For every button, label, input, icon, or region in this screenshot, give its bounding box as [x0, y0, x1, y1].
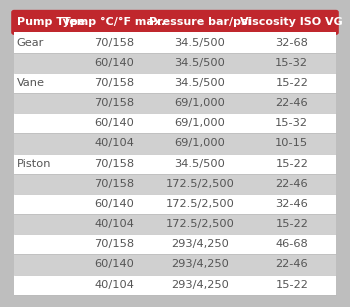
Bar	[14, 194, 336, 214]
Bar	[14, 255, 336, 274]
Text: 32-46: 32-46	[275, 199, 308, 209]
Text: 172.5/2,500: 172.5/2,500	[166, 199, 234, 209]
Text: 15-22: 15-22	[275, 219, 308, 229]
Bar	[14, 133, 336, 154]
Text: 70/158: 70/158	[94, 239, 135, 249]
Bar	[14, 93, 336, 113]
Bar	[14, 174, 336, 194]
Text: 70/158: 70/158	[94, 179, 135, 189]
Text: 70/158: 70/158	[94, 98, 135, 108]
Text: Pump Type: Pump Type	[17, 17, 85, 27]
Text: 60/140: 60/140	[95, 58, 134, 68]
Bar	[14, 52, 336, 73]
Bar	[14, 73, 336, 93]
Text: Gear: Gear	[17, 37, 44, 48]
Bar	[14, 274, 336, 295]
Text: 40/104: 40/104	[95, 138, 134, 148]
Text: 40/104: 40/104	[95, 219, 134, 229]
FancyBboxPatch shape	[11, 10, 339, 35]
Text: Viscosity ISO VG: Viscosity ISO VG	[240, 17, 343, 27]
Text: 69/1,000: 69/1,000	[175, 138, 225, 148]
Text: 34.5/500: 34.5/500	[175, 78, 225, 88]
Text: 34.5/500: 34.5/500	[175, 159, 225, 169]
Bar	[14, 33, 336, 52]
Text: 15-22: 15-22	[275, 159, 308, 169]
Text: 69/1,000: 69/1,000	[175, 118, 225, 128]
Bar	[14, 113, 336, 133]
Text: 34.5/500: 34.5/500	[175, 37, 225, 48]
Text: 46-68: 46-68	[275, 239, 308, 249]
Text: 15-22: 15-22	[275, 78, 308, 88]
Text: 172.5/2,500: 172.5/2,500	[166, 219, 234, 229]
Text: 172.5/2,500: 172.5/2,500	[166, 179, 234, 189]
Text: 60/140: 60/140	[95, 259, 134, 270]
Text: 22-46: 22-46	[275, 98, 308, 108]
Text: 69/1,000: 69/1,000	[175, 98, 225, 108]
Text: 293/4,250: 293/4,250	[171, 259, 229, 270]
Text: Temp °C/°F max.: Temp °C/°F max.	[63, 17, 166, 27]
Bar	[14, 154, 336, 174]
Text: 15-32: 15-32	[275, 118, 308, 128]
Text: 60/140: 60/140	[95, 199, 134, 209]
Text: 70/158: 70/158	[94, 37, 135, 48]
Text: 70/158: 70/158	[94, 159, 135, 169]
Bar	[14, 214, 336, 234]
Text: 34.5/500: 34.5/500	[175, 58, 225, 68]
Text: 293/4,250: 293/4,250	[171, 280, 229, 290]
Text: 22-46: 22-46	[275, 179, 308, 189]
Text: 15-22: 15-22	[275, 280, 308, 290]
Text: 40/104: 40/104	[95, 280, 134, 290]
Text: 70/158: 70/158	[94, 78, 135, 88]
Text: 60/140: 60/140	[95, 118, 134, 128]
Text: 293/4,250: 293/4,250	[171, 239, 229, 249]
Text: Pressure bar/psi: Pressure bar/psi	[149, 17, 251, 27]
Text: 22-46: 22-46	[275, 259, 308, 270]
Bar	[14, 234, 336, 255]
Text: Piston: Piston	[17, 159, 51, 169]
Text: 32-68: 32-68	[275, 37, 308, 48]
Text: Vane: Vane	[17, 78, 45, 88]
Text: 10-15: 10-15	[275, 138, 308, 148]
Text: 15-32: 15-32	[275, 58, 308, 68]
